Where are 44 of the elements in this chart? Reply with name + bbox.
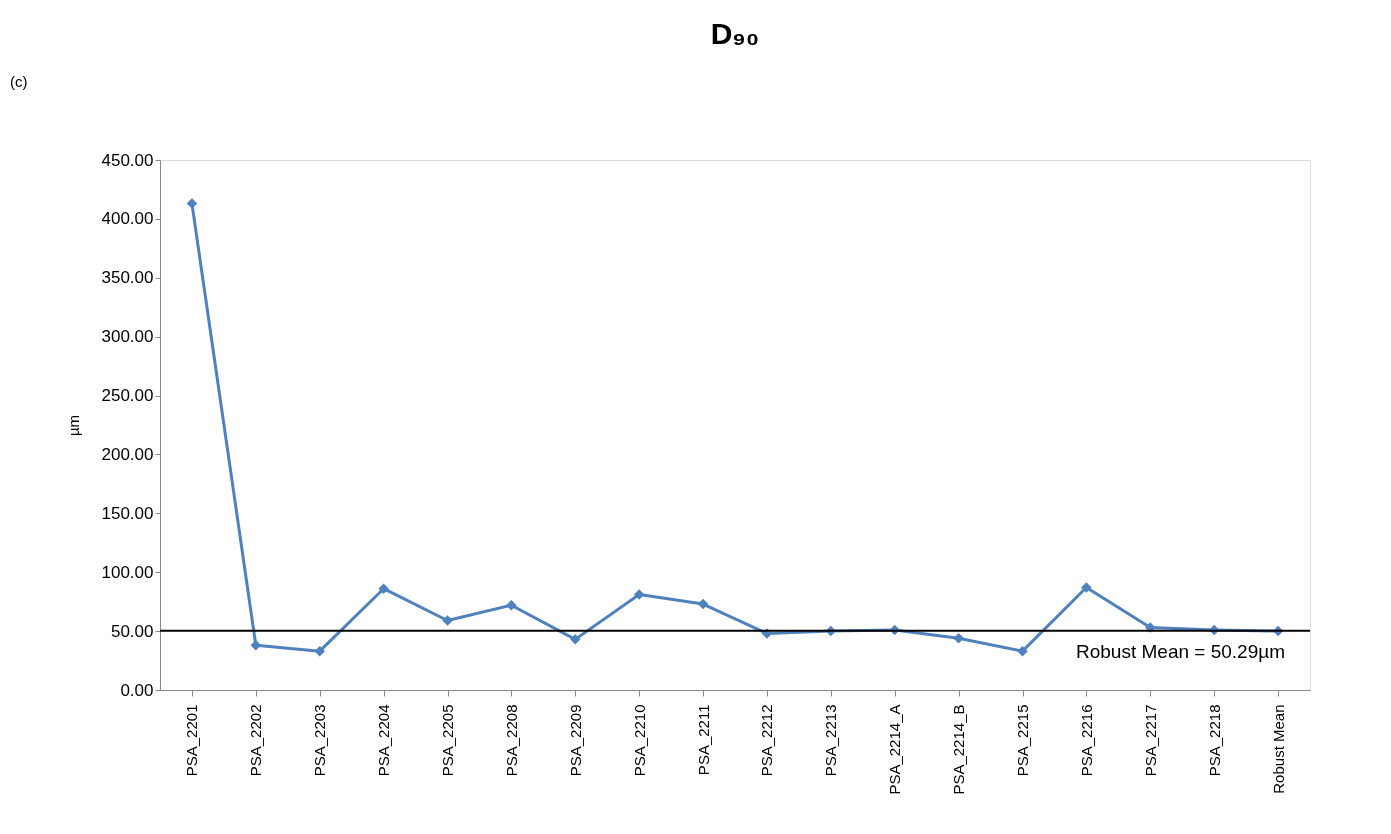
x-tick-label: PSA_2211 (694, 704, 712, 776)
x-tick-label: PSA_2209 (566, 704, 584, 777)
x-tick-label: PSA_2218 (1205, 704, 1223, 777)
point (633, 589, 645, 600)
point (1081, 582, 1092, 593)
point (186, 198, 198, 209)
point (697, 598, 709, 610)
chart-title: D₉₀ (710, 17, 760, 50)
point (314, 645, 325, 657)
point (506, 599, 517, 611)
point (1017, 645, 1028, 657)
y-tick-label: 400.00 (101, 209, 154, 229)
y-tick-label: 100.00 (101, 562, 154, 582)
x-tick-label: PSA_2212 (758, 704, 776, 777)
y-tick-label: 0.00 (120, 680, 154, 700)
point (250, 640, 262, 651)
x-tick-label: PSA_2214_B (950, 704, 968, 795)
y-tick-label: 200.00 (101, 444, 154, 464)
y-tick-label: 250.00 (101, 386, 154, 406)
point (378, 583, 389, 594)
ref-line-label: Robust Mean = 50.29µm (1076, 640, 1285, 662)
x-tick-label: PSA_2214_A (886, 704, 904, 795)
y-tick-label: 50.00 (110, 621, 154, 641)
x-tick-label: PSA_2202 (247, 704, 265, 777)
y-axis-title: µm (64, 414, 82, 437)
x-tick-label: PSA_2215 (1014, 704, 1031, 777)
x-tick-label: PSA_2201 (183, 704, 201, 777)
y-tick-label: 300.00 (101, 327, 154, 347)
x-tick-label: PSA_2203 (311, 704, 329, 777)
point (953, 632, 964, 644)
y-tick-label: 450.00 (101, 150, 154, 170)
y-tick-label: 150.00 (101, 503, 154, 523)
x-tick-label: PSA_2205 (439, 704, 456, 777)
x-tick-label: PSA_2204 (375, 704, 393, 777)
x-tick-label: PSA_2208 (502, 704, 520, 777)
point (570, 634, 581, 645)
x-tick-label: PSA_2216 (1077, 704, 1095, 777)
x-tick-label: PSA_2210 (630, 704, 648, 777)
point (442, 615, 453, 626)
text: (c) (10, 73, 28, 90)
x-tick-label: PSA_2217 (1141, 704, 1159, 777)
y-tick-label: 350.00 (101, 268, 154, 288)
x-tick-label: Robust Mean (1269, 704, 1287, 794)
x-tick-label: PSA_2213 (822, 704, 840, 777)
